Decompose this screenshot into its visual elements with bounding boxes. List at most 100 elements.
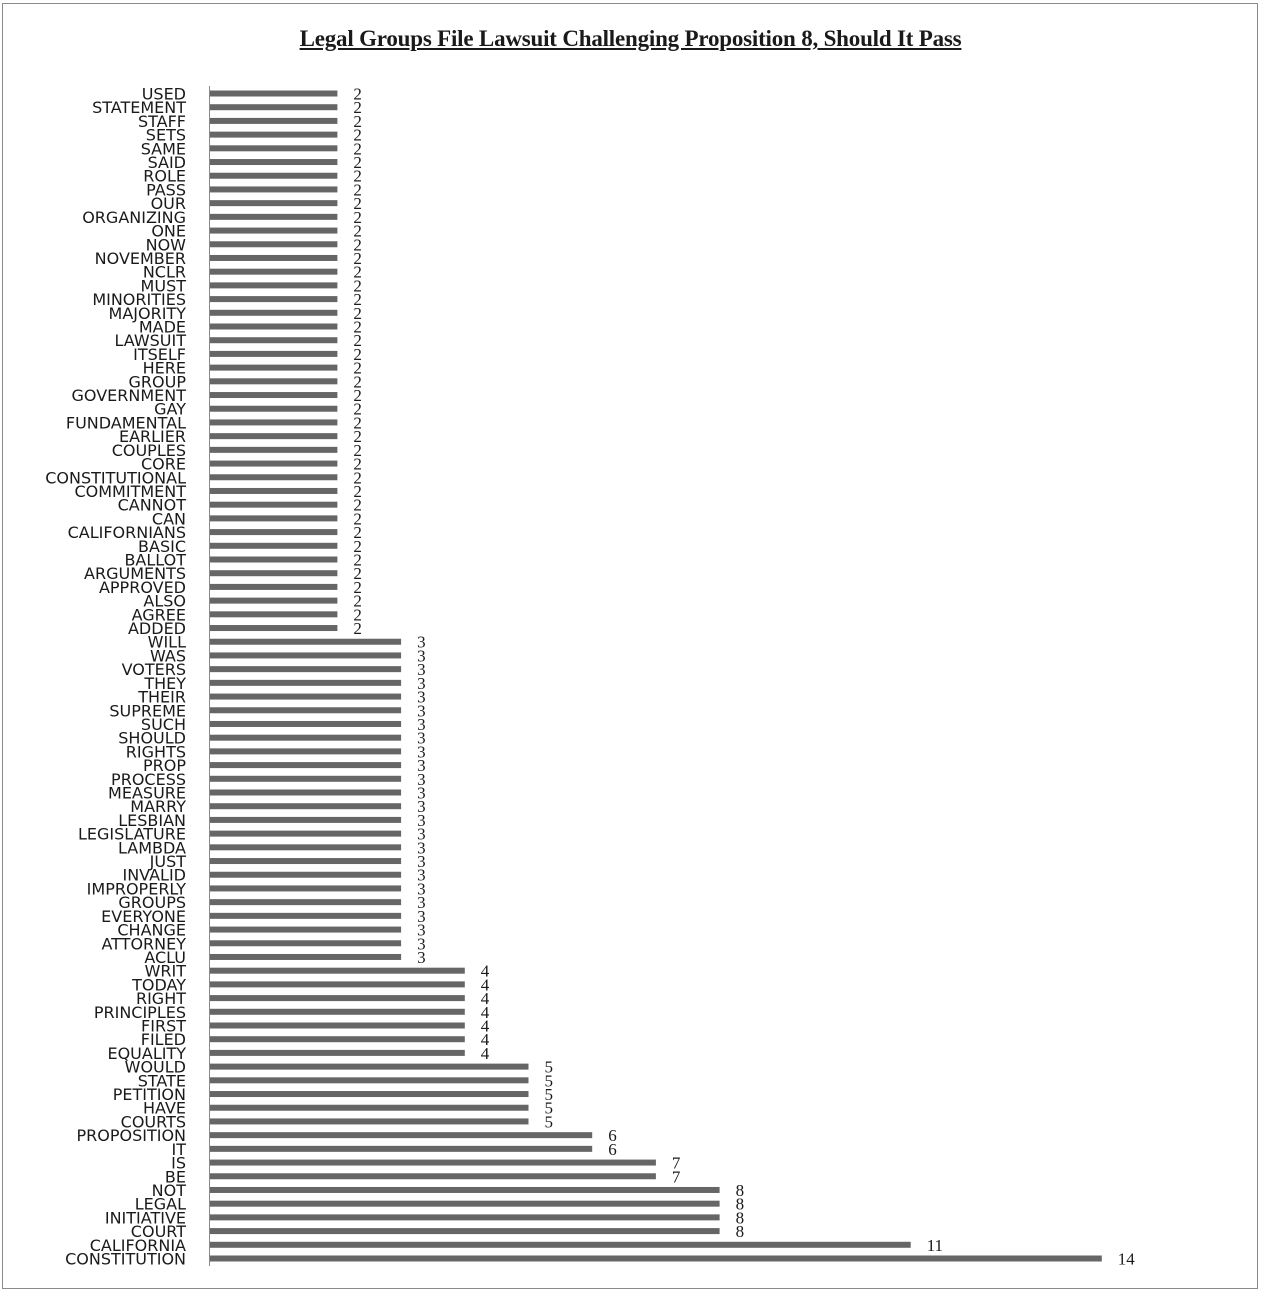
bar-constitutional [210,474,338,481]
value-label-organizing: 2 [353,208,362,227]
bar-must [210,282,338,289]
bar-groups [210,899,402,906]
value-label-aclu: 3 [417,948,426,967]
value-label-process: 3 [417,770,426,789]
category-label-can: CAN [152,509,186,528]
category-label-filed: FILED [141,1030,186,1049]
value-label-said: 2 [353,153,362,172]
category-label-everyone: EVERYONE [101,907,186,926]
category-label-supreme: SUPREME [109,701,186,720]
category-label-improperly: IMPROPERLY [87,879,187,898]
value-label-it: 6 [608,1140,617,1159]
value-label-statement: 2 [353,98,362,117]
bar-be [210,1173,656,1180]
bar-commitment [210,487,338,494]
category-label-today: TODAY [131,975,186,994]
category-label-first: FIRST [141,1017,186,1036]
value-label-minorities: 2 [353,290,362,309]
bar-filed [210,1036,465,1043]
value-label-rights: 3 [417,742,426,761]
bar-basic [210,542,338,549]
value-label-lesbian: 3 [417,811,426,830]
value-label-must: 2 [353,276,362,295]
bar-california [210,1241,911,1248]
category-label-was: WAS [150,646,186,665]
category-label-voters: VOTERS [122,660,186,679]
value-label-they: 3 [417,674,426,693]
category-label-organizing: ORGANIZING [82,208,186,227]
category-label-here: HERE [143,359,186,378]
category-label-lawsuit: LAWSUIT [114,331,186,350]
bar-agree [210,611,338,618]
value-label-will: 3 [417,633,426,652]
category-label-equality: EQUALITY [107,1044,186,1063]
bar-should [210,734,402,741]
bar-just [210,858,402,865]
category-label-californians: CALIFORNIANS [68,523,186,542]
value-label-nclr: 2 [353,263,362,282]
bar-such [210,720,402,727]
bar-have [210,1104,529,1111]
category-labels-group: USEDSTATEMENTSTAFFSETSSAMESAIDROLEPASSOU… [45,85,186,1269]
value-label-now: 2 [353,235,362,254]
value-label-was: 3 [417,646,426,665]
category-label-petition: PETITION [113,1085,186,1104]
bar-state [210,1077,529,1084]
bar-arguments [210,570,338,577]
category-label-majority: MAJORITY [109,304,187,323]
value-label-equality: 4 [481,1044,490,1063]
chart-title: Legal Groups File Lawsuit Challenging Pr… [299,26,962,51]
category-label-just: JUST [149,852,187,871]
value-label-legislature: 3 [417,825,426,844]
category-label-right: RIGHT [136,989,186,1008]
bar-organizing [210,213,338,220]
bar-lambda [210,844,402,851]
category-label-california: CALIFORNIA [90,1236,186,1255]
category-label-will: WILL [148,633,186,652]
value-label-agree: 2 [353,605,362,624]
bar-court [210,1228,720,1235]
bar-one [210,227,338,234]
category-label-should: SHOULD [118,729,186,748]
value-label-writ: 4 [481,962,490,981]
value-label-improperly: 3 [417,879,426,898]
bar-staff [210,117,338,124]
bar-aclu [210,953,402,960]
category-label-used: USED [142,85,186,104]
category-label-role: ROLE [143,167,186,186]
bar-couples [210,446,338,453]
category-label-itself: ITSELF [133,345,186,364]
category-label-invalid: INVALID [122,866,186,885]
value-label-ballot: 2 [353,551,362,570]
value-label-would: 5 [545,1058,554,1077]
value-label-arguments: 2 [353,564,362,583]
category-label-it: IT [172,1140,187,1159]
value-label-initiative: 8 [736,1208,745,1227]
category-label-marry: MARRY [130,797,186,816]
value-label-our: 2 [353,194,362,213]
value-label-staff: 2 [353,112,362,131]
bar-same [210,145,338,152]
value-label-be: 7 [672,1167,681,1186]
value-label-gay: 2 [353,400,362,419]
value-label-should: 3 [417,729,426,748]
bar-petition [210,1091,529,1098]
bar-core [210,460,338,467]
bar-legal [210,1200,720,1207]
category-label-constitution: CONSTITUTION [65,1250,186,1269]
bar-invalid [210,871,402,878]
value-label-petition: 5 [545,1085,554,1104]
value-label-earlier: 2 [353,427,362,446]
value-label-voters: 3 [417,660,426,679]
bar-itself [210,350,338,357]
bar-can [210,515,338,522]
bar-minorities [210,296,338,303]
value-label-proposition: 6 [608,1126,617,1145]
value-label-itself: 2 [353,345,362,364]
category-label-state: STATE [138,1071,186,1090]
bar-supreme [210,707,402,714]
bar-now [210,241,338,248]
value-label-added: 2 [353,619,362,638]
bar-sets [210,131,338,138]
bar-also [210,597,338,604]
